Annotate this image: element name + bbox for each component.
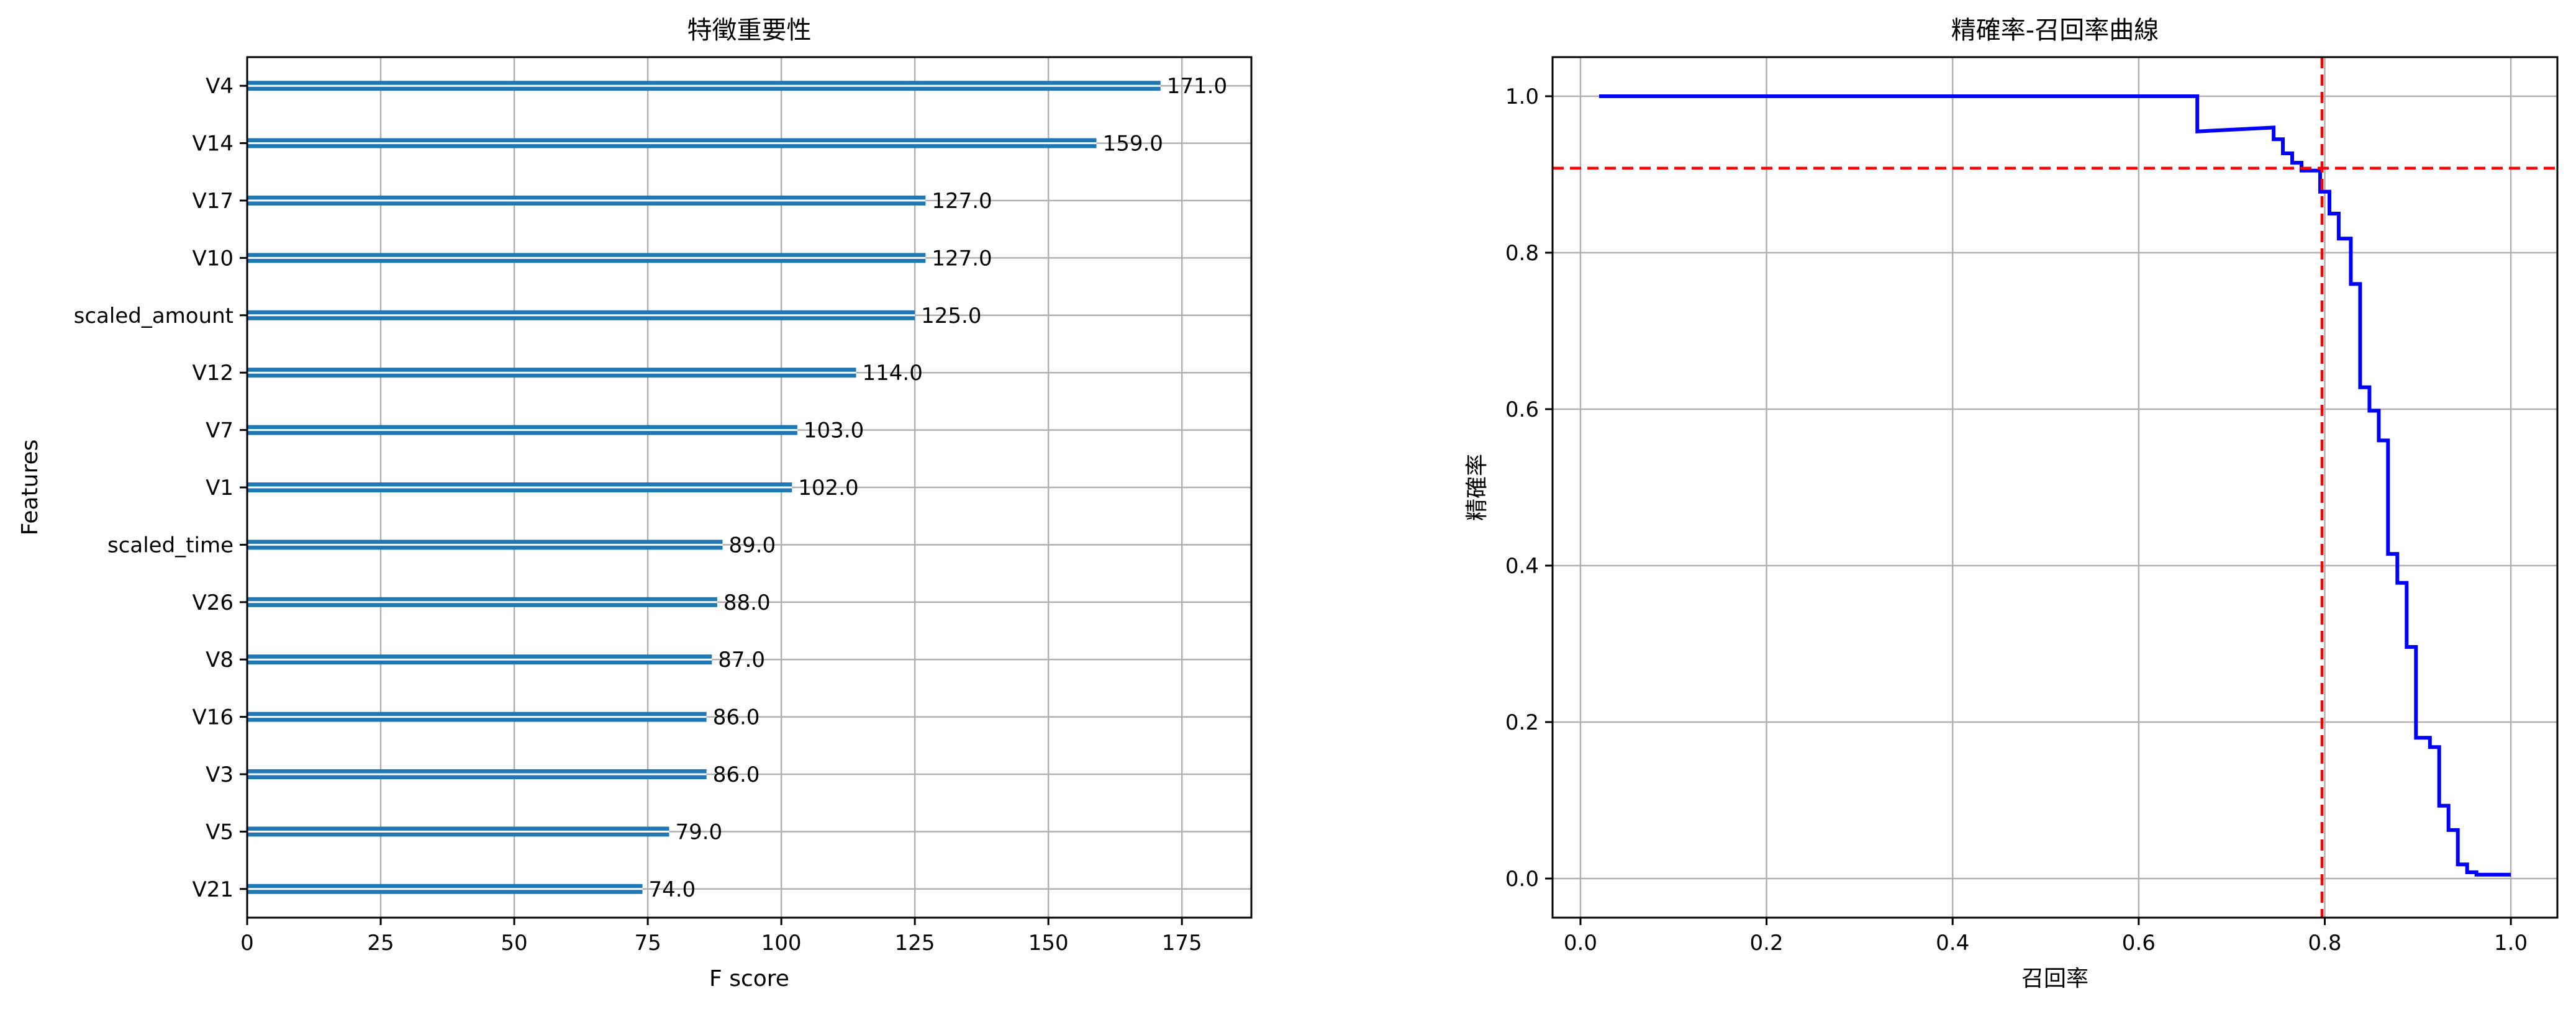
right-y-tick-label: 0.2 xyxy=(1505,710,1539,735)
left-y-axis-label: Features xyxy=(17,440,43,536)
left-y-tick-label: V12 xyxy=(192,361,234,386)
right-plot-frame xyxy=(1551,56,2559,919)
left-x-tick-label: 75 xyxy=(634,931,661,956)
precision-recall-chart: 0.0 0.2 0.4 0.6 0.8 1.0 0.0 0.2 0.4 0.6 0.8 1.0 精確率… xyxy=(1464,16,2559,992)
left-y-tick-label: V7 xyxy=(206,418,234,443)
right-y-tick-label: 1.0 xyxy=(1505,84,1539,109)
feature-bar-value-label: 102.0 xyxy=(798,476,858,500)
left-y-tick-label: V17 xyxy=(192,189,234,214)
right-y-tick-label: 0.0 xyxy=(1505,867,1539,892)
right-y-tick-label: 0.8 xyxy=(1505,241,1539,266)
feature-bar-value-label: 127.0 xyxy=(932,189,992,214)
right-y-tick-label: 0.6 xyxy=(1505,397,1539,422)
left-chart-title: 特徵重要性 xyxy=(687,16,812,45)
left-y-tick-label: V10 xyxy=(192,246,234,271)
left-y-tick-label: V4 xyxy=(206,74,234,99)
right-x-tick-label: 0.0 xyxy=(1564,931,1597,956)
left-y-tick-label: scaled_time xyxy=(107,533,234,558)
feature-bar-value-label: 125.0 xyxy=(921,304,981,328)
feature-bar-value-label: 87.0 xyxy=(718,648,765,672)
right-lines xyxy=(1553,57,2557,918)
feature-bar-value-label: 88.0 xyxy=(723,590,771,615)
left-y-tick-label: V5 xyxy=(206,820,234,844)
right-grid xyxy=(1553,57,2557,918)
feature-bar-value-label: 79.0 xyxy=(675,820,722,844)
left-y-tick-label: V21 xyxy=(192,877,234,902)
left-x-tick-label: 100 xyxy=(761,931,802,956)
left-x-tick-label: 175 xyxy=(1162,931,1202,956)
left-y-tick-label: V16 xyxy=(192,705,234,730)
left-ticks: 0 25 50 75 100 125 150 175 V4 V14 V17 V10 scaled_amo… xyxy=(74,74,1202,956)
right-x-tick-label: 0.4 xyxy=(1936,931,1969,956)
precision-recall-curve xyxy=(1599,94,2511,877)
left-x-tick-label: 0 xyxy=(240,931,254,956)
right-ticks: 0.0 0.2 0.4 0.6 0.8 1.0 0.0 0.2 0.4 0.6 0.8 1.0 xyxy=(1505,84,2528,956)
right-x-tick-label: 0.6 xyxy=(2122,931,2156,956)
right-x-tick-label: 0.2 xyxy=(1750,931,1784,956)
left-y-tick-label: V26 xyxy=(192,590,234,615)
left-y-tick-label: V3 xyxy=(206,762,234,787)
feature-bar-value-label: 171.0 xyxy=(1167,74,1227,99)
feature-bar-value-label: 127.0 xyxy=(932,246,992,271)
left-y-tick-label: V1 xyxy=(206,476,234,500)
left-x-tick-label: 125 xyxy=(895,931,935,956)
left-x-tick-label: 50 xyxy=(501,931,527,956)
right-x-axis-label: 召回率 xyxy=(2021,966,2088,992)
feature-bar-value-label: 159.0 xyxy=(1103,132,1163,156)
left-y-tick-label: V8 xyxy=(206,648,234,672)
left-x-tick-label: 150 xyxy=(1028,931,1069,956)
left-y-tick-label: V14 xyxy=(192,132,234,156)
feature-bar-value-label: 89.0 xyxy=(728,533,776,558)
feature-bar-value-label: 86.0 xyxy=(713,762,760,787)
right-x-tick-label: 0.8 xyxy=(2308,931,2341,956)
left-x-tick-label: 25 xyxy=(367,931,394,956)
feature-bar-value-label: 103.0 xyxy=(804,418,864,443)
feature-importance-chart: 171.0 159.0 127.0 127.0 125.0 114.0 103.0 102.0… xyxy=(17,16,1253,992)
right-x-tick-label: 1.0 xyxy=(2494,931,2528,956)
right-y-axis-label: 精確率 xyxy=(1464,454,1490,521)
left-x-axis-label: F score xyxy=(709,966,789,992)
left-bars: 171.0 159.0 127.0 127.0 125.0 114.0 103.0 102.0… xyxy=(247,74,1227,902)
feature-bar-value-label: 74.0 xyxy=(648,877,696,902)
right-y-tick-label: 0.4 xyxy=(1505,554,1539,579)
left-y-tick-label: scaled_amount xyxy=(74,304,234,328)
right-chart-title: 精確率-召回率曲線 xyxy=(1951,16,2159,45)
feature-bar-value-label: 114.0 xyxy=(863,361,923,386)
feature-bar-value-label: 86.0 xyxy=(713,705,760,730)
